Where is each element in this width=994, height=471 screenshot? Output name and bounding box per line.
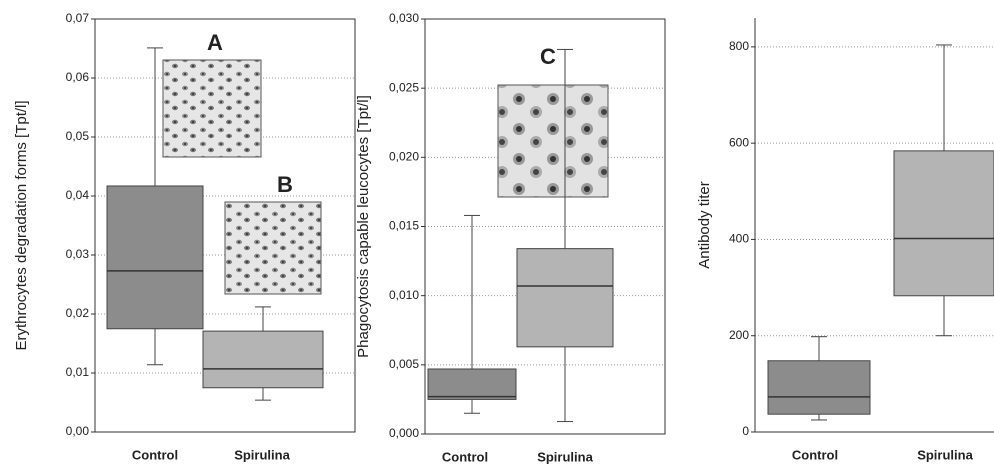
y-tick-label: 0,020 bbox=[389, 150, 419, 164]
y-tick-label: 400 bbox=[729, 232, 749, 246]
y-tick-label: 0,06 bbox=[66, 70, 90, 84]
box bbox=[202, 330, 324, 389]
x-tick-label: Control bbox=[132, 447, 178, 462]
box bbox=[106, 185, 204, 330]
y-axis-label: Erythrocytes degradation forms [Tpt/l] bbox=[13, 100, 30, 350]
y-axis-label: Antibody titer bbox=[696, 181, 713, 269]
y-tick-label: 0,03 bbox=[66, 247, 90, 261]
y-tick-label: 0,030 bbox=[389, 11, 419, 25]
y-tick-label: 0 bbox=[742, 424, 749, 438]
y-tick-label: 0,00 bbox=[66, 424, 90, 438]
box bbox=[427, 368, 517, 400]
plot-frame bbox=[94, 18, 356, 433]
box bbox=[893, 150, 994, 297]
plot-frame bbox=[424, 18, 666, 435]
x-tick-label: Spirulina bbox=[537, 449, 593, 464]
box bbox=[516, 248, 614, 348]
y-tick-label: 0,010 bbox=[389, 288, 419, 302]
box bbox=[767, 360, 871, 415]
y-tick-label: 800 bbox=[729, 39, 749, 53]
annotation: A bbox=[207, 30, 223, 55]
y-tick-label: 0,07 bbox=[66, 11, 90, 25]
y-tick-label: 0,01 bbox=[66, 365, 90, 379]
y-tick-label: 0,015 bbox=[389, 219, 419, 233]
y-tick-label: 0,02 bbox=[66, 306, 90, 320]
x-tick-label: Control bbox=[792, 447, 838, 462]
micrograph bbox=[224, 201, 322, 295]
y-tick-label: 0,025 bbox=[389, 80, 419, 94]
y-tick-label: 0,04 bbox=[66, 188, 90, 202]
x-tick-label: Control bbox=[442, 449, 488, 464]
y-tick-label: 0,000 bbox=[389, 426, 419, 440]
y-tick-label: 600 bbox=[729, 135, 749, 149]
x-tick-label: Spirulina bbox=[917, 447, 973, 462]
y-tick-label: 0,05 bbox=[66, 129, 90, 143]
annotation: B bbox=[277, 172, 293, 197]
y-tick-label: 200 bbox=[729, 328, 749, 342]
micrograph bbox=[497, 84, 609, 198]
y-axis-label: Phagocytosis capable leucocytes [Tpt/l] bbox=[355, 95, 372, 358]
y-tick-label: 0,005 bbox=[389, 357, 419, 371]
micrograph bbox=[162, 59, 262, 158]
x-tick-label: Spirulina bbox=[234, 447, 290, 462]
annotation: C bbox=[540, 44, 556, 69]
